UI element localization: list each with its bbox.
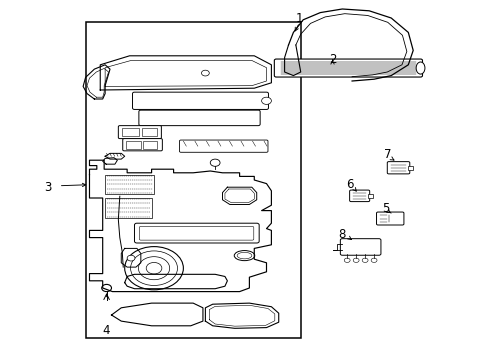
Circle shape bbox=[344, 258, 349, 262]
Bar bbox=[105, 198, 151, 218]
Bar bbox=[142, 128, 157, 136]
Bar bbox=[85, 22, 300, 338]
Circle shape bbox=[201, 70, 209, 76]
Circle shape bbox=[370, 258, 376, 262]
Circle shape bbox=[210, 159, 220, 166]
Circle shape bbox=[138, 257, 169, 280]
Circle shape bbox=[352, 258, 358, 262]
Circle shape bbox=[261, 97, 271, 104]
FancyBboxPatch shape bbox=[139, 110, 260, 126]
FancyBboxPatch shape bbox=[274, 59, 422, 77]
FancyBboxPatch shape bbox=[386, 162, 409, 174]
Bar bbox=[122, 128, 139, 136]
FancyBboxPatch shape bbox=[349, 190, 369, 202]
Circle shape bbox=[130, 251, 177, 285]
Text: 1: 1 bbox=[295, 12, 303, 24]
FancyBboxPatch shape bbox=[122, 139, 162, 151]
Bar bbox=[105, 175, 154, 194]
Bar bbox=[126, 141, 141, 149]
FancyBboxPatch shape bbox=[139, 226, 253, 240]
FancyBboxPatch shape bbox=[340, 239, 380, 255]
FancyBboxPatch shape bbox=[118, 126, 161, 139]
Circle shape bbox=[362, 258, 367, 262]
Circle shape bbox=[102, 284, 111, 292]
Text: 8: 8 bbox=[338, 228, 346, 241]
FancyBboxPatch shape bbox=[132, 92, 268, 109]
Text: 2: 2 bbox=[328, 53, 336, 66]
Circle shape bbox=[124, 247, 183, 290]
Bar bbox=[367, 194, 372, 198]
Ellipse shape bbox=[415, 62, 424, 74]
FancyBboxPatch shape bbox=[376, 212, 403, 225]
Bar bbox=[142, 141, 157, 149]
Text: 7: 7 bbox=[383, 148, 390, 161]
FancyBboxPatch shape bbox=[179, 140, 267, 152]
Text: 4: 4 bbox=[102, 324, 110, 337]
Text: 5: 5 bbox=[382, 202, 389, 215]
Ellipse shape bbox=[234, 251, 254, 261]
Text: 6: 6 bbox=[345, 178, 353, 191]
Text: 3: 3 bbox=[44, 181, 52, 194]
Circle shape bbox=[127, 255, 135, 261]
Ellipse shape bbox=[237, 252, 251, 259]
FancyBboxPatch shape bbox=[134, 223, 259, 243]
Circle shape bbox=[146, 262, 162, 274]
Bar bbox=[407, 166, 412, 170]
